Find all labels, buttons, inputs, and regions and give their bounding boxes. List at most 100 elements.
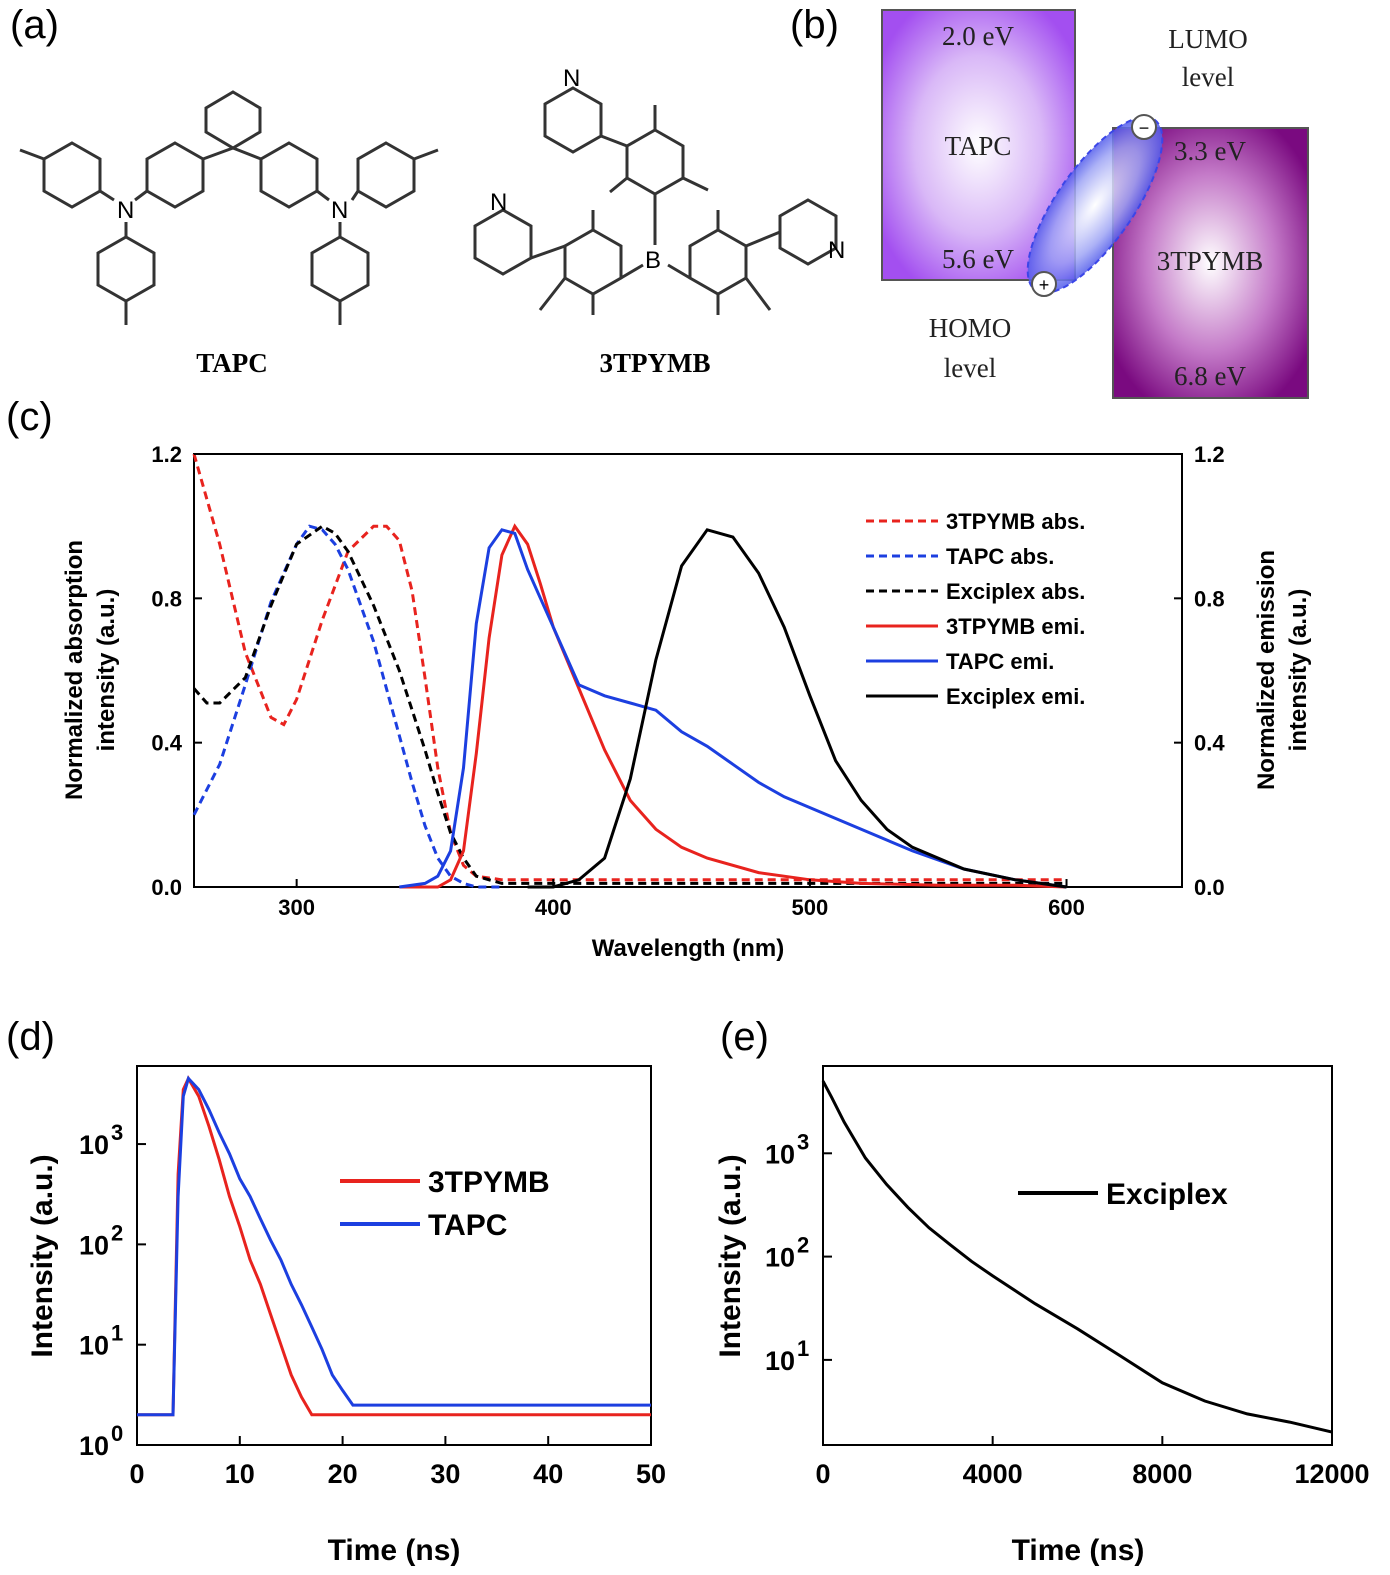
series-3tpymb-abs-line xyxy=(192,453,1067,882)
tapc-label: TAPC xyxy=(196,348,268,378)
chart-e-x-ticks: 0 4000 8000 12000 xyxy=(815,1436,1370,1489)
chart-e-legend: Exciplex xyxy=(1018,1178,1228,1211)
chart-e-frame xyxy=(822,1065,1333,1446)
x-tick-label: 300 xyxy=(278,895,315,920)
tapc-phenyl-lower-left xyxy=(96,235,156,303)
pyridine-right xyxy=(778,198,838,266)
legend-label: 3TPYMB emi. xyxy=(946,614,1085,639)
chart-d-x-label: Time (ns) xyxy=(328,1534,461,1567)
panel-label-c: (c) xyxy=(6,395,53,439)
electron-charge xyxy=(1131,114,1157,140)
series-tapc-emi-line xyxy=(399,528,1067,889)
y-tick-label-right: 0.4 xyxy=(1194,731,1225,756)
y-tick-label-left: 0.4 xyxy=(151,731,182,756)
cyclohexane-ring xyxy=(204,90,262,150)
legend-label: Exciplex xyxy=(1106,1178,1228,1211)
tapc-phenyl-outer-left xyxy=(42,141,102,209)
y-tick-label: 10 xyxy=(79,1331,109,1361)
boron-atom: B xyxy=(645,247,661,274)
panel-label-b: (b) xyxy=(790,3,839,47)
x-tick-label: 400 xyxy=(535,895,572,920)
homo-label-line1: HOMO xyxy=(929,313,1012,343)
mesityl-top xyxy=(625,128,685,196)
absorption-emission-chart: 300 400 500 600 0.0 0.0 0.4 0.4 0.8 0.8 1.2 1.2 3T… xyxy=(61,442,1312,962)
lumo-label-line1: LUMO xyxy=(1168,24,1248,54)
series-3tpymb-emi-line xyxy=(399,523,1067,889)
tapc-name: TAPC xyxy=(945,131,1012,161)
y-tick-exponent: 0 xyxy=(111,1421,123,1446)
x-tick-label: 30 xyxy=(430,1459,460,1489)
tapc-phenyl-right xyxy=(259,141,319,209)
hole-charge-sign: + xyxy=(1039,275,1050,295)
legend-label: TAPC xyxy=(428,1209,507,1242)
electron-charge-sign: − xyxy=(1139,118,1150,138)
hole-charge xyxy=(1031,271,1057,297)
legend-label: Exciplex abs. xyxy=(946,579,1085,604)
pyridine-top xyxy=(543,86,603,154)
pyridine-top-n: N xyxy=(563,65,580,92)
panel-label-a: (a) xyxy=(10,3,59,47)
chart-e-y-label: Intensity (a.u.) xyxy=(714,1154,747,1357)
energy-diagram: + − 2.0 eV TAPC 5.6 eV 3.3 eV 3TPYMB 6.8… xyxy=(881,9,1309,399)
legend-label: Exciplex emi. xyxy=(946,684,1085,709)
y-tick-label: 10 xyxy=(765,1139,795,1169)
y-tick-label: 10 xyxy=(79,1230,109,1260)
chart-c-y-ticks: 0.0 0.0 0.4 0.4 0.8 0.8 1.2 1.2 xyxy=(151,442,1225,900)
series-3tpymb-line xyxy=(137,1075,651,1417)
tapc-n-right: N xyxy=(331,197,348,224)
chart-c-y-label-right-2: intensity (a.u.) xyxy=(1285,589,1312,752)
y-tick-label: 10 xyxy=(765,1243,795,1273)
y-tick-label: 10 xyxy=(79,1431,109,1461)
y-tick-label-left: 0.0 xyxy=(151,875,182,900)
y-tick-exponent: 3 xyxy=(797,1129,809,1154)
chart-c-plot-area xyxy=(192,453,1067,889)
x-tick-label: 10 xyxy=(225,1459,255,1489)
x-tick-label: 50 xyxy=(636,1459,666,1489)
pyridine-left-n: N xyxy=(490,189,507,216)
tapc-phenyl-left xyxy=(145,141,205,209)
x-tick-label: 500 xyxy=(792,895,829,920)
chart-d-legend: 3TPYMB TAPC xyxy=(340,1166,550,1242)
y-tick-label-right: 0.8 xyxy=(1194,586,1225,611)
tapc-n-left: N xyxy=(117,197,134,224)
y-tick-exponent: 2 xyxy=(111,1220,123,1245)
chart-c-legend: 3TPYMB abs. TAPC abs. Exciplex abs. 3TPYMB … xyxy=(866,509,1085,709)
legend-label: 3TPYMB abs. xyxy=(946,509,1085,534)
y-tick-label: 10 xyxy=(79,1130,109,1160)
3tpymb-homo: 6.8 eV xyxy=(1174,361,1246,391)
3tpymb-label: 3TPYMB xyxy=(600,348,711,378)
pyridine-left xyxy=(473,208,533,276)
panel-label-e: (e) xyxy=(720,1015,769,1059)
3tpymb-structure: N B N N 3TPYMB xyxy=(473,65,845,378)
chart-c-frame xyxy=(193,453,1183,888)
chart-e-plot-area xyxy=(821,1080,1333,1434)
series-tapc-abs-line xyxy=(192,524,502,889)
pyridine-right-n: N xyxy=(828,237,845,264)
chart-e-x-label: Time (ns) xyxy=(1012,1534,1145,1567)
tapc-phenyl-lower-right xyxy=(310,235,370,303)
chart-c-x-label: Wavelength (nm) xyxy=(592,935,784,962)
x-tick-label: 20 xyxy=(328,1459,358,1489)
series-exciplex-line xyxy=(821,1080,1333,1434)
chart-d-plot-area xyxy=(137,1075,651,1417)
y-tick-exponent: 1 xyxy=(797,1336,809,1361)
y-tick-label-right: 1.2 xyxy=(1194,442,1225,467)
y-tick-label-right: 0.0 xyxy=(1194,875,1225,900)
y-tick-label: 10 xyxy=(765,1346,795,1376)
chart-c-y-label-left-1: Normalized absorption xyxy=(61,540,88,800)
y-tick-exponent: 1 xyxy=(111,1321,123,1346)
y-tick-label-left: 1.2 xyxy=(151,442,182,467)
mesityl-right xyxy=(688,228,748,296)
tapc-structure: N N TAPC xyxy=(19,90,439,378)
legend-label: 3TPYMB xyxy=(428,1166,550,1199)
series-exciplex-abs-line xyxy=(192,524,1067,885)
y-tick-exponent: 2 xyxy=(797,1233,809,1258)
x-tick-label: 12000 xyxy=(1294,1459,1369,1489)
chart-c-x-ticks: 300 400 500 600 xyxy=(278,879,1085,920)
x-tick-label: 0 xyxy=(129,1459,144,1489)
